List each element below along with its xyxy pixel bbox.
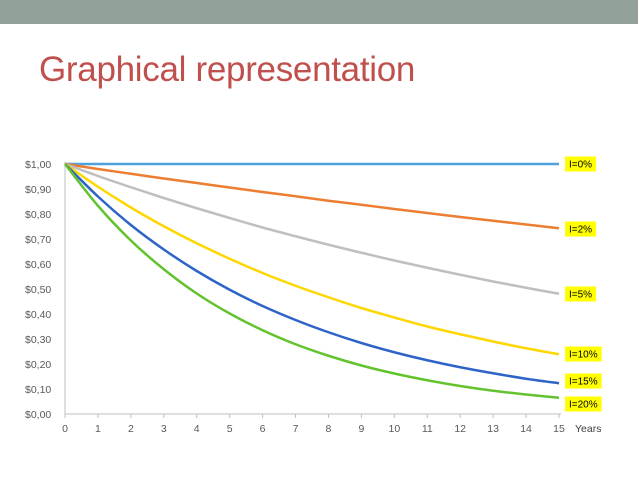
series-line-i20: [64, 163, 560, 399]
x-tick-label: 14: [520, 423, 532, 435]
x-tick-label: 1: [95, 423, 101, 435]
x-tick-label: 3: [161, 423, 167, 435]
x-tick-label: 13: [487, 423, 499, 435]
x-tick-label: 9: [358, 423, 364, 435]
series-label-bg: [565, 373, 602, 389]
series-label-i2: I=2%: [565, 221, 597, 237]
x-tick-label: 2: [128, 423, 134, 435]
x-tick-label: 7: [293, 423, 299, 435]
x-axis-title: Years: [575, 423, 601, 435]
series-line-i2: [64, 162, 560, 230]
x-tick-label: 8: [326, 423, 332, 435]
x-tick-label: 10: [388, 423, 400, 435]
y-tick-label: $0,80: [25, 209, 51, 221]
series-line-i10: [64, 162, 560, 356]
y-tick-label: $0,20: [25, 359, 51, 371]
series-line-i5: [64, 162, 560, 295]
x-tick-label: 4: [194, 423, 200, 435]
series-label-bg: [565, 221, 597, 237]
x-tick-label: 15: [553, 423, 565, 435]
series-label-bg: [565, 346, 602, 362]
series-label-i15: I=15%: [565, 373, 602, 389]
series-label-text: I=15%: [569, 377, 598, 388]
y-tick-label: $0,90: [25, 184, 51, 196]
y-tick-label: $0,00: [25, 409, 51, 421]
y-tick-label: $0,50: [25, 284, 51, 296]
y-tick-label: $0,30: [25, 334, 51, 346]
x-tick-label: 5: [227, 423, 233, 435]
x-tick-label: 11: [422, 423, 433, 435]
y-tick-label: $1,00: [25, 159, 51, 171]
series-label-text: I=10%: [569, 350, 598, 361]
series-label-text: I=2%: [569, 225, 592, 236]
y-tick-label: $0,10: [25, 384, 51, 396]
y-tick-label: $0,40: [25, 309, 51, 321]
x-tick-label: 12: [454, 423, 466, 435]
x-tick-label: 0: [62, 423, 68, 435]
series-label-i20: I=20%: [565, 396, 602, 412]
x-tick-label: 6: [260, 423, 266, 435]
slide-title: Graphical representation: [39, 50, 416, 89]
top-accent-bar: [0, 0, 638, 24]
series-label-text: I=20%: [569, 400, 598, 411]
series-label-i0: I=0%: [565, 156, 597, 172]
series-label-bg: [565, 156, 597, 172]
series-label-bg: [565, 286, 597, 302]
series-label-text: I=5%: [569, 290, 592, 301]
y-tick-label: $0,60: [25, 259, 51, 271]
series-line-i15: [64, 163, 560, 385]
series-label-i10: I=10%: [565, 346, 602, 362]
series-label-i5: I=5%: [565, 286, 597, 302]
series-label-text: I=0%: [569, 160, 592, 171]
y-tick-label: $0,70: [25, 234, 51, 246]
series-label-bg: [565, 396, 602, 412]
